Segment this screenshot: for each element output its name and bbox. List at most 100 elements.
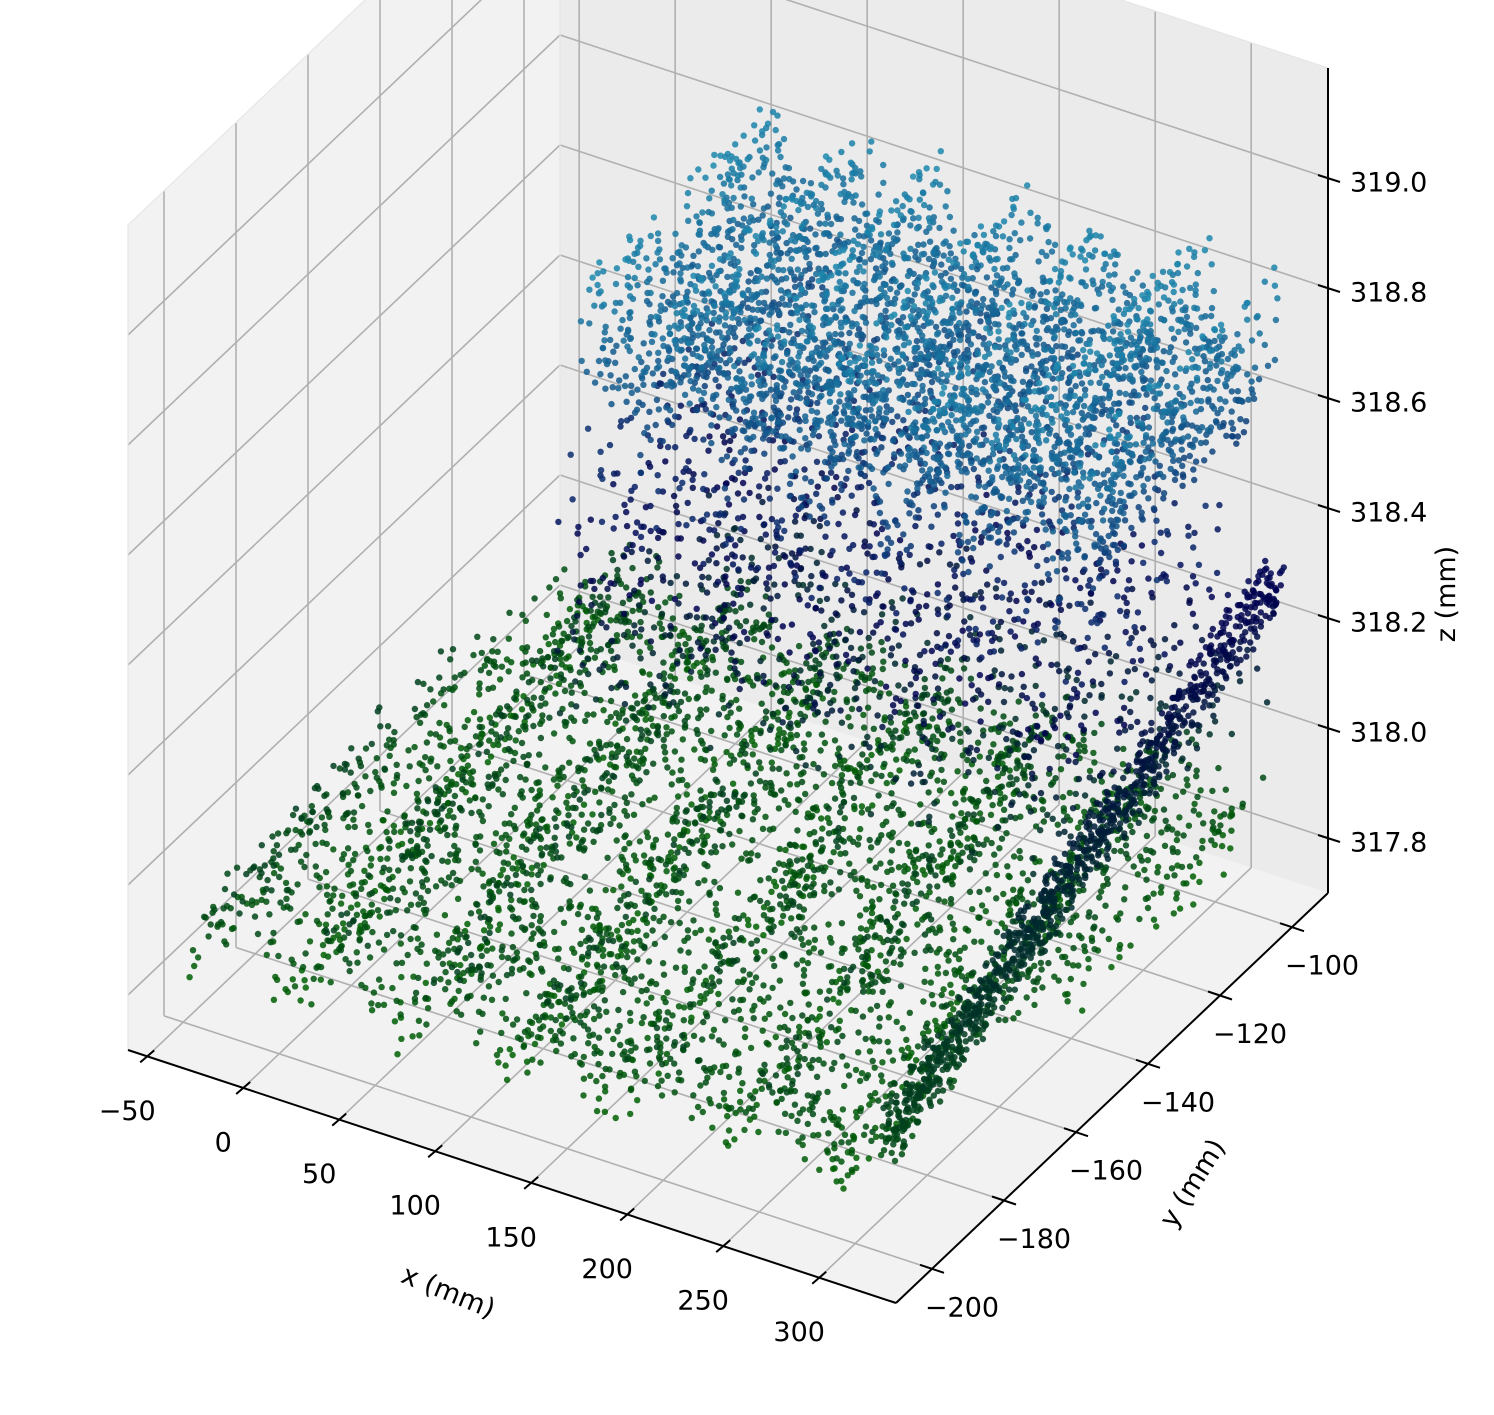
scatter-point xyxy=(832,313,839,320)
scatter-point xyxy=(1153,358,1161,365)
scatter-point xyxy=(1034,220,1041,227)
scatter-point xyxy=(926,238,934,245)
scatter-point xyxy=(555,623,563,630)
scatter-point xyxy=(810,517,817,525)
scatter-point xyxy=(1021,741,1028,748)
scatter-point xyxy=(779,295,786,302)
scatter-point xyxy=(870,725,877,732)
scatter-point xyxy=(1221,811,1228,818)
scatter-point xyxy=(713,545,720,552)
scatter-point xyxy=(910,709,918,716)
scatter-point xyxy=(911,746,918,753)
scatter-point xyxy=(1042,601,1050,608)
scatter-point xyxy=(847,644,855,652)
scatter-point xyxy=(737,536,744,544)
scatter-point xyxy=(1209,787,1216,795)
scatter-point xyxy=(802,790,809,798)
scatter-point xyxy=(547,675,554,682)
scatter-point xyxy=(1170,281,1178,288)
scatter-point xyxy=(570,717,578,724)
scatter-point xyxy=(1229,433,1237,440)
scatter-point xyxy=(922,300,929,307)
scatter-point xyxy=(954,520,962,527)
scatter-point xyxy=(958,483,965,490)
scatter-point xyxy=(1194,793,1201,801)
scatter-point xyxy=(1259,774,1267,781)
scatter-point xyxy=(780,175,788,182)
scatter-point xyxy=(1220,624,1227,632)
scatter-point xyxy=(494,648,501,655)
scatter-point xyxy=(831,762,839,770)
scatter-point xyxy=(1232,655,1239,662)
scatter-point xyxy=(683,659,690,666)
scatter-point xyxy=(1234,613,1241,621)
scatter-point xyxy=(1106,335,1114,343)
scatter-point xyxy=(1064,439,1072,446)
scatter-point xyxy=(824,687,831,694)
scatter-point xyxy=(934,777,941,784)
scatter-point xyxy=(1236,645,1243,653)
scatter-point xyxy=(679,736,686,743)
scatter-point xyxy=(1198,636,1206,644)
scatter-point xyxy=(581,689,588,697)
scatter-point xyxy=(1192,281,1200,288)
scatter-point xyxy=(756,626,763,633)
scatter-point xyxy=(919,189,927,196)
scatter-point xyxy=(1044,324,1052,332)
scatter-point xyxy=(490,636,497,643)
scatter-point xyxy=(1063,746,1070,753)
scatter-point xyxy=(966,302,973,310)
scatter-point xyxy=(1072,382,1079,390)
scatter-point xyxy=(683,432,690,440)
scatter-point xyxy=(613,632,621,639)
scatter-point xyxy=(957,240,964,247)
scatter-point xyxy=(954,326,961,333)
scatter-point xyxy=(1105,322,1112,329)
scatter-point xyxy=(1115,346,1122,354)
scatter-point xyxy=(984,399,992,406)
scatter-point xyxy=(1038,297,1045,305)
scatter-point xyxy=(1092,651,1099,658)
scatter-point xyxy=(1015,340,1022,347)
scatter-point xyxy=(659,277,667,284)
scatter-point xyxy=(1271,601,1279,609)
scatter-point xyxy=(1214,633,1221,640)
scatter-point xyxy=(843,698,851,706)
scatter-point xyxy=(631,692,639,699)
scatter-point xyxy=(1075,423,1082,430)
scatter-point xyxy=(736,622,744,630)
scatter-point xyxy=(654,564,661,571)
scatter-point xyxy=(1138,857,1146,864)
scatter-point xyxy=(732,333,739,341)
scatter-point xyxy=(986,254,993,262)
scatter-point xyxy=(1058,355,1065,362)
scatter-point xyxy=(1082,431,1089,438)
scatter-point xyxy=(883,804,890,812)
scatter-point xyxy=(800,769,807,776)
scatter-point xyxy=(781,581,788,588)
scatter-point xyxy=(1022,792,1029,799)
scatter-point xyxy=(957,738,964,745)
scatter-point xyxy=(819,284,826,291)
scatter-point xyxy=(1168,865,1176,872)
scatter-point xyxy=(934,727,942,734)
scatter-point xyxy=(910,303,918,310)
scatter-point xyxy=(576,669,583,676)
scatter-point xyxy=(1155,301,1163,308)
scatter-point xyxy=(876,211,883,219)
scatter-point xyxy=(964,756,971,764)
scatter-point xyxy=(1028,321,1035,328)
scatter-point xyxy=(1068,503,1075,510)
scatter-point xyxy=(748,554,755,561)
scatter-point xyxy=(1192,408,1200,415)
scatter-point xyxy=(584,711,591,718)
scatter-point xyxy=(660,659,667,666)
scatter-point xyxy=(904,391,912,399)
scatter-point xyxy=(1163,768,1170,775)
scatter-point xyxy=(734,172,742,179)
scatter-point xyxy=(693,213,700,220)
scatter-point xyxy=(780,729,787,737)
scatter-point xyxy=(1069,354,1077,361)
scatter-point xyxy=(757,535,764,543)
scatter-point xyxy=(1155,763,1162,770)
